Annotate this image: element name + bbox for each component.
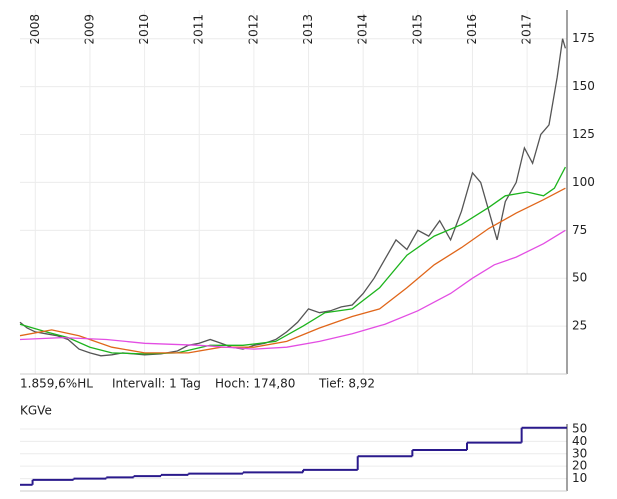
y-tick-label: 25 — [572, 319, 587, 333]
y-tick-label: 40 — [572, 434, 587, 448]
x-tick-label: 2009 — [82, 14, 96, 45]
x-tick-label: 2010 — [137, 14, 151, 45]
stat: 1.859,6%HL — [20, 377, 93, 391]
y-tick-label: 20 — [572, 459, 587, 473]
x-tick-label: 2012 — [246, 14, 260, 45]
y-tick-label: 50 — [572, 271, 587, 285]
y-tick-label: 50 — [572, 421, 587, 435]
y-tick-label: 100 — [572, 175, 595, 189]
y-tick-label: 10 — [572, 471, 587, 485]
x-tick-label: 2016 — [465, 14, 479, 45]
x-tick-label: 2015 — [410, 14, 424, 45]
y-tick-label: 150 — [572, 79, 595, 93]
x-tick-label: 2013 — [301, 14, 315, 45]
stat: Hoch: 174,80 — [215, 377, 295, 391]
line — [19, 166, 566, 355]
line — [19, 187, 566, 354]
y-tick-label: 30 — [572, 446, 587, 460]
stat: Intervall: 1 Tag — [112, 377, 201, 391]
x-tick-label: 2011 — [192, 14, 206, 45]
y-tick-label: 125 — [572, 127, 595, 141]
stat: Tief: 8,92 — [318, 377, 375, 391]
x-tick-label: 2017 — [520, 14, 534, 45]
x-tick-label: 2014 — [356, 14, 370, 45]
line — [19, 38, 567, 357]
sub-title: KGVe — [20, 404, 52, 418]
y-tick-label: 175 — [572, 31, 595, 45]
y-tick-label: 75 — [572, 223, 587, 237]
x-tick-label: 2008 — [28, 14, 42, 45]
line — [19, 229, 566, 350]
